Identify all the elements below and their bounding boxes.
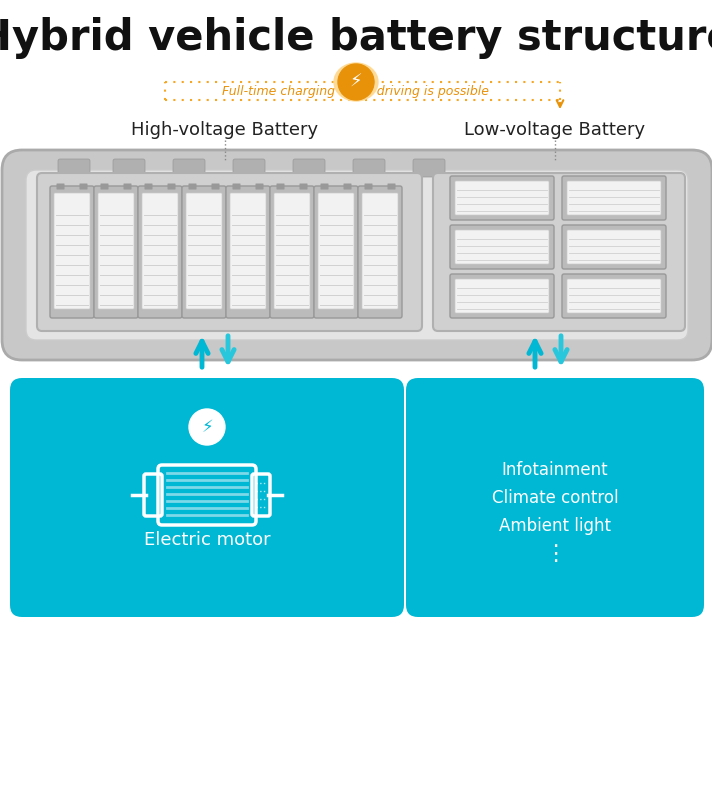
- FancyBboxPatch shape: [10, 378, 404, 617]
- FancyBboxPatch shape: [26, 170, 688, 340]
- FancyBboxPatch shape: [233, 183, 241, 190]
- Text: Climate control: Climate control: [492, 489, 618, 507]
- FancyBboxPatch shape: [450, 274, 554, 318]
- FancyBboxPatch shape: [230, 193, 266, 309]
- FancyBboxPatch shape: [37, 173, 422, 331]
- FancyBboxPatch shape: [300, 183, 308, 190]
- FancyBboxPatch shape: [100, 183, 108, 190]
- FancyBboxPatch shape: [270, 186, 314, 318]
- Text: ⚡: ⚡: [201, 418, 213, 436]
- FancyBboxPatch shape: [113, 159, 145, 177]
- FancyBboxPatch shape: [455, 181, 549, 215]
- FancyBboxPatch shape: [362, 193, 398, 309]
- FancyBboxPatch shape: [562, 225, 666, 269]
- Text: High-voltage Battery: High-voltage Battery: [132, 121, 318, 139]
- FancyBboxPatch shape: [226, 186, 270, 318]
- FancyBboxPatch shape: [54, 193, 90, 309]
- FancyBboxPatch shape: [450, 225, 554, 269]
- FancyBboxPatch shape: [314, 186, 358, 318]
- FancyBboxPatch shape: [274, 193, 310, 309]
- FancyBboxPatch shape: [138, 186, 182, 318]
- FancyBboxPatch shape: [80, 183, 88, 190]
- FancyBboxPatch shape: [56, 183, 65, 190]
- FancyBboxPatch shape: [413, 159, 445, 177]
- Text: Electric motor: Electric motor: [144, 531, 271, 549]
- FancyBboxPatch shape: [98, 193, 134, 309]
- Text: Low-voltage Battery: Low-voltage Battery: [464, 121, 646, 139]
- FancyBboxPatch shape: [142, 193, 178, 309]
- FancyBboxPatch shape: [562, 274, 666, 318]
- Circle shape: [338, 64, 374, 100]
- FancyBboxPatch shape: [455, 230, 549, 264]
- FancyBboxPatch shape: [567, 230, 661, 264]
- FancyBboxPatch shape: [182, 186, 226, 318]
- FancyBboxPatch shape: [211, 183, 219, 190]
- Ellipse shape: [334, 63, 378, 101]
- FancyBboxPatch shape: [293, 159, 325, 177]
- FancyBboxPatch shape: [145, 183, 152, 190]
- FancyBboxPatch shape: [320, 183, 328, 190]
- FancyBboxPatch shape: [562, 176, 666, 220]
- FancyBboxPatch shape: [343, 183, 352, 190]
- FancyBboxPatch shape: [2, 150, 712, 360]
- FancyBboxPatch shape: [186, 193, 222, 309]
- Text: ⋮: ⋮: [544, 544, 566, 564]
- FancyBboxPatch shape: [455, 279, 549, 313]
- FancyBboxPatch shape: [189, 183, 197, 190]
- Text: Hybrid vehicle battery structure: Hybrid vehicle battery structure: [0, 17, 712, 59]
- Text: ⚡: ⚡: [350, 73, 362, 91]
- Text: Full-time charging when driving is possible: Full-time charging when driving is possi…: [222, 85, 490, 98]
- FancyBboxPatch shape: [358, 186, 402, 318]
- Text: Ambient light: Ambient light: [499, 517, 611, 535]
- FancyBboxPatch shape: [365, 183, 372, 190]
- FancyBboxPatch shape: [276, 183, 285, 190]
- FancyBboxPatch shape: [406, 378, 704, 617]
- FancyBboxPatch shape: [387, 183, 395, 190]
- FancyBboxPatch shape: [318, 193, 354, 309]
- FancyBboxPatch shape: [167, 183, 175, 190]
- FancyBboxPatch shape: [94, 186, 138, 318]
- FancyBboxPatch shape: [353, 159, 385, 177]
- FancyBboxPatch shape: [50, 186, 94, 318]
- Text: Infotainment: Infotainment: [502, 461, 608, 479]
- FancyBboxPatch shape: [173, 159, 205, 177]
- FancyBboxPatch shape: [567, 181, 661, 215]
- FancyBboxPatch shape: [450, 176, 554, 220]
- FancyBboxPatch shape: [123, 183, 132, 190]
- FancyBboxPatch shape: [433, 173, 685, 331]
- FancyBboxPatch shape: [58, 159, 90, 177]
- FancyBboxPatch shape: [256, 183, 263, 190]
- FancyBboxPatch shape: [233, 159, 265, 177]
- FancyBboxPatch shape: [567, 279, 661, 313]
- Circle shape: [189, 409, 225, 445]
